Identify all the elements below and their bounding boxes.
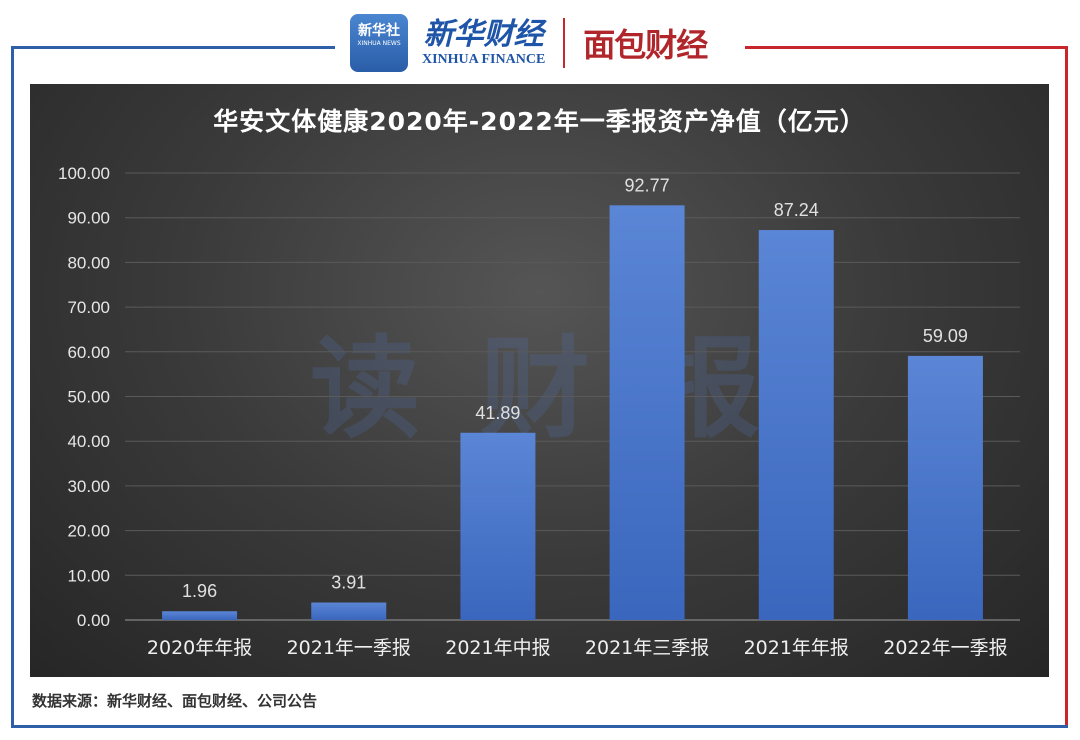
xinhua-news-logo-en: XINHUA NEWS <box>357 40 401 47</box>
y-tick-label: 0.00 <box>77 611 110 630</box>
y-tick-label: 50.00 <box>67 388 110 407</box>
frame-line-bottom <box>11 725 1068 728</box>
x-tick-label: 2021年中报 <box>445 637 550 659</box>
data-label: 87.24 <box>774 200 819 220</box>
frame-line-right <box>1065 46 1068 728</box>
bar-chart: 0.00 10.00 20.00 30.00 40.00 50.00 60.00 70.00 8… <box>58 164 1020 659</box>
logo-divider <box>563 18 566 68</box>
bar <box>460 432 536 620</box>
y-tick-label: 10.00 <box>67 566 110 585</box>
y-tick-label: 100.00 <box>58 164 110 183</box>
bar <box>162 611 238 620</box>
x-tick-label: 2021年年报 <box>744 637 849 659</box>
xinhua-news-logo-cn: 新华社 <box>358 23 400 39</box>
y-tick-label: 40.00 <box>67 432 110 451</box>
header-logos: 新华社 XINHUA NEWS 新华财经 XINHUA FINANCE 面包财经 <box>350 12 708 74</box>
bar <box>907 355 983 620</box>
y-tick-label: 20.00 <box>67 522 110 541</box>
chart-panel: 读财报 华安文体健康2020年-2022年一季报资产净值（亿元） 0.00 10.… <box>30 84 1049 677</box>
y-tick-label: 60.00 <box>67 343 110 362</box>
xinhua-finance-logo-en: XINHUA FINANCE <box>422 52 546 67</box>
y-tick-label: 90.00 <box>67 209 110 228</box>
x-tick-label: 2020年年报 <box>147 637 252 659</box>
data-label: 41.89 <box>475 403 520 423</box>
bar <box>609 205 685 620</box>
data-label: 1.96 <box>182 581 217 601</box>
frame-line-top-left <box>11 46 335 49</box>
data-source-note: 数据来源：新华财经、面包财经、公司公告 <box>32 692 318 710</box>
x-tick-label: 2022年一季报 <box>883 637 1007 659</box>
xinhua-finance-logo-cn: 新华财经 <box>423 17 544 52</box>
mianbao-finance-logo: 面包财经 <box>583 26 708 64</box>
xinhua-finance-logo: 新华财经 XINHUA FINANCE <box>422 18 545 68</box>
xinhua-news-logo: 新华社 XINHUA NEWS <box>350 14 408 72</box>
data-label: 3.91 <box>331 573 366 593</box>
y-tick-label: 80.00 <box>67 253 110 272</box>
bar <box>758 230 834 620</box>
chart-title: 华安文体健康2020年-2022年一季报资产净值（亿元） <box>213 107 866 136</box>
data-label: 59.09 <box>923 326 968 346</box>
frame-line-top-right <box>745 46 1068 49</box>
frame-line-left <box>11 46 14 728</box>
y-tick-label: 70.00 <box>67 298 110 317</box>
y-tick-label: 30.00 <box>67 477 110 496</box>
x-tick-label: 2021年一季报 <box>287 637 411 659</box>
watermark: 读财报 <box>310 325 820 453</box>
x-tick-label: 2021年三季报 <box>585 637 709 659</box>
data-label: 92.77 <box>625 175 670 195</box>
bar <box>311 602 387 620</box>
